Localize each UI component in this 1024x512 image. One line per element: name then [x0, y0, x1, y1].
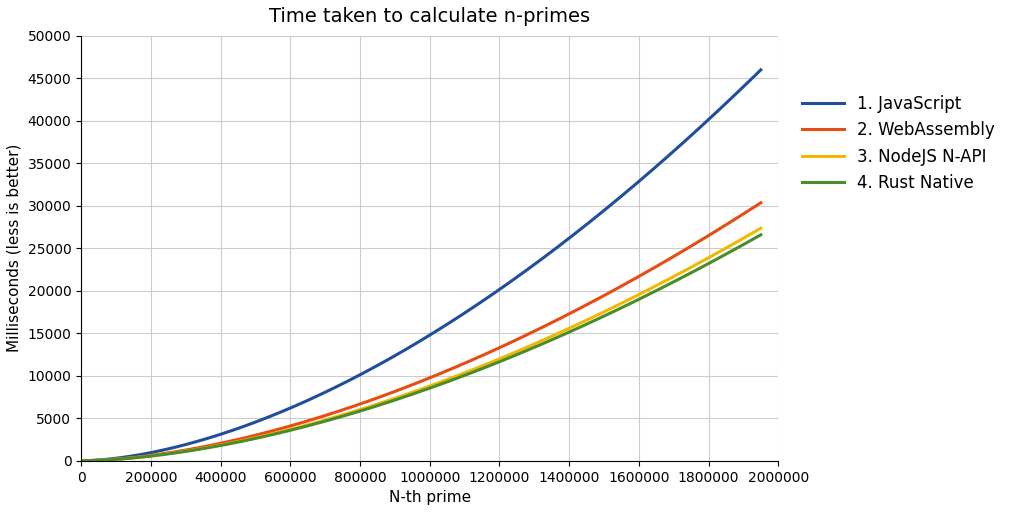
1. JavaScript: [153, 448, 165, 454]
2. WebAssembly: [153, 451, 165, 457]
1. JavaScript: [741, 80, 754, 86]
1. JavaScript: [75, 458, 87, 464]
Title: Time taken to calculate n-primes: Time taken to calculate n-primes: [269, 7, 590, 26]
Legend: 1. JavaScript, 2. WebAssembly, 3. NodeJS N-API, 4. Rust Native: 1. JavaScript, 2. WebAssembly, 3. NodeJS…: [794, 87, 1002, 200]
1. JavaScript: [755, 67, 767, 73]
4. Rust Native: [366, 404, 378, 411]
2. WebAssembly: [193, 444, 205, 451]
2. WebAssembly: [668, 253, 680, 259]
1. JavaScript: [193, 438, 205, 444]
4. Rust Native: [668, 279, 680, 285]
1. JavaScript: [336, 381, 348, 387]
Line: 4. Rust Native: 4. Rust Native: [81, 235, 761, 461]
2. WebAssembly: [741, 208, 754, 215]
Line: 1. JavaScript: 1. JavaScript: [81, 70, 761, 461]
3. NodeJS N-API: [755, 225, 767, 231]
4. Rust Native: [193, 446, 205, 453]
4. Rust Native: [336, 413, 348, 419]
3. NodeJS N-API: [741, 233, 754, 239]
3. NodeJS N-API: [193, 446, 205, 452]
4. Rust Native: [75, 458, 87, 464]
4. Rust Native: [755, 232, 767, 238]
3. NodeJS N-API: [366, 403, 378, 409]
2. WebAssembly: [336, 407, 348, 413]
Line: 3. NodeJS N-API: 3. NodeJS N-API: [81, 228, 761, 461]
3. NodeJS N-API: [668, 273, 680, 280]
3. NodeJS N-API: [75, 458, 87, 464]
4. Rust Native: [741, 239, 754, 245]
1. JavaScript: [668, 147, 680, 154]
3. NodeJS N-API: [336, 412, 348, 418]
3. NodeJS N-API: [153, 452, 165, 458]
2. WebAssembly: [366, 397, 378, 403]
Y-axis label: Milliseconds (less is better): Milliseconds (less is better): [7, 144, 22, 352]
2. WebAssembly: [75, 458, 87, 464]
2. WebAssembly: [755, 200, 767, 206]
1. JavaScript: [366, 366, 378, 372]
Line: 2. WebAssembly: 2. WebAssembly: [81, 203, 761, 461]
X-axis label: N-th prime: N-th prime: [388, 490, 471, 505]
4. Rust Native: [153, 452, 165, 458]
